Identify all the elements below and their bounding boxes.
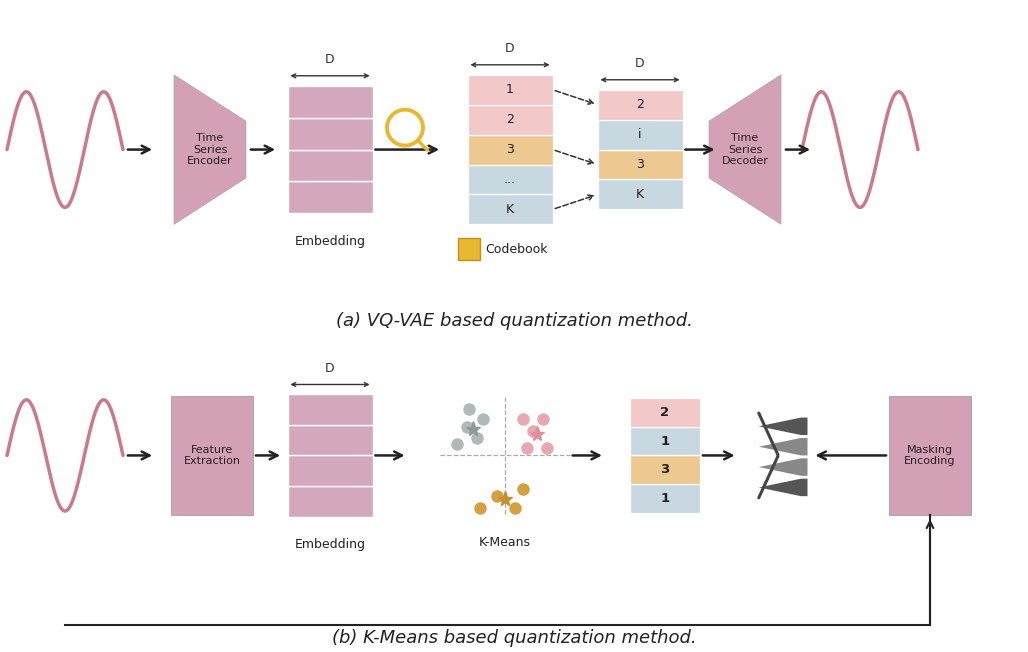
Text: Codebook: Codebook (485, 243, 548, 256)
FancyBboxPatch shape (468, 75, 552, 105)
FancyBboxPatch shape (597, 179, 683, 209)
Text: ...: ... (504, 173, 516, 186)
FancyBboxPatch shape (630, 426, 700, 456)
FancyBboxPatch shape (288, 86, 372, 117)
Text: Time
Series
Encoder: Time Series Encoder (187, 133, 232, 166)
Text: Time
Series
Decoder: Time Series Decoder (722, 133, 769, 166)
FancyBboxPatch shape (288, 424, 372, 456)
FancyBboxPatch shape (288, 181, 372, 213)
FancyBboxPatch shape (288, 486, 372, 517)
FancyBboxPatch shape (630, 398, 700, 426)
Text: K: K (636, 188, 645, 201)
FancyBboxPatch shape (288, 117, 372, 149)
Text: 2: 2 (660, 406, 669, 419)
FancyBboxPatch shape (458, 239, 480, 260)
Text: 2: 2 (506, 113, 514, 126)
FancyBboxPatch shape (288, 149, 372, 181)
FancyBboxPatch shape (468, 134, 552, 164)
Text: (a) VQ-VAE based quantization method.: (a) VQ-VAE based quantization method. (335, 312, 693, 330)
FancyBboxPatch shape (288, 394, 372, 424)
FancyBboxPatch shape (597, 90, 683, 120)
FancyBboxPatch shape (171, 396, 253, 515)
FancyBboxPatch shape (597, 120, 683, 149)
Text: Embedding: Embedding (294, 538, 366, 551)
Polygon shape (759, 458, 808, 476)
FancyBboxPatch shape (630, 456, 700, 484)
FancyBboxPatch shape (468, 105, 552, 134)
Polygon shape (174, 75, 246, 224)
Text: 3: 3 (636, 158, 644, 171)
Text: Masking
Encoding: Masking Encoding (905, 445, 956, 466)
FancyBboxPatch shape (468, 194, 552, 224)
FancyBboxPatch shape (597, 149, 683, 179)
FancyBboxPatch shape (288, 456, 372, 486)
Polygon shape (759, 417, 808, 435)
FancyBboxPatch shape (889, 396, 971, 515)
Polygon shape (759, 438, 808, 456)
Polygon shape (759, 479, 808, 496)
Text: Embedding: Embedding (294, 235, 366, 248)
Text: 2: 2 (636, 98, 644, 111)
Text: 1: 1 (660, 435, 669, 447)
FancyBboxPatch shape (468, 164, 552, 194)
Text: 3: 3 (506, 143, 514, 156)
Text: K: K (506, 203, 514, 216)
Text: K-Means: K-Means (479, 536, 531, 549)
Text: D: D (635, 57, 645, 70)
Text: D: D (325, 53, 335, 66)
Polygon shape (709, 75, 781, 224)
Text: i: i (638, 128, 641, 141)
FancyBboxPatch shape (630, 484, 700, 513)
Text: D: D (505, 42, 515, 55)
Text: 3: 3 (660, 464, 669, 477)
Text: D: D (325, 362, 335, 375)
Text: (b) K-Means based quantization method.: (b) K-Means based quantization method. (332, 629, 696, 647)
Text: 1: 1 (506, 83, 514, 96)
Text: Feature
Extraction: Feature Extraction (184, 445, 241, 466)
Text: 1: 1 (660, 492, 669, 505)
